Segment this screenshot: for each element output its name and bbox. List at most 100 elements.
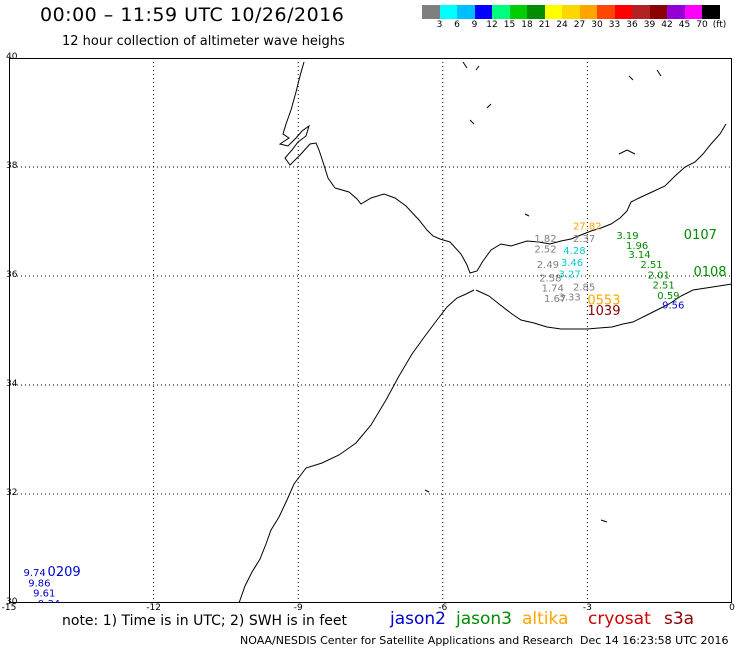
lat-tick-label: 34 xyxy=(6,379,18,389)
colorbar-swatch xyxy=(509,5,527,19)
swh-value: 3.19 xyxy=(616,231,638,242)
swh-value: 9.74 xyxy=(23,568,45,579)
swh-value: 1.74 xyxy=(542,283,564,294)
island-8 xyxy=(524,213,530,217)
colorbar-swatch xyxy=(667,5,685,19)
lat-tick-label: 36 xyxy=(6,270,18,280)
track-id-label: 1039 xyxy=(587,304,620,319)
colorbar-label: 70 xyxy=(696,20,708,30)
lon-tick-label: 0 xyxy=(729,603,735,613)
africa-north-coastline xyxy=(475,283,732,330)
colorbar-label: 27 xyxy=(573,20,586,30)
colorbar-labels: 3 6 9 12 15 18 21 24 27 30 33 36 39 42 45 70 (ft) xyxy=(422,20,740,32)
satellite-legend-jason2: jason2 xyxy=(390,609,446,629)
map-panel: 9.749.869.619.349.879.949.8402093.191.96… xyxy=(9,58,732,603)
swh-value: 3.33 xyxy=(558,293,580,304)
swh-value: 1.82 xyxy=(534,234,556,245)
colorbar-label: 3 xyxy=(436,20,443,30)
swh-value: 2.37 xyxy=(573,234,595,245)
colorbar-label: 6 xyxy=(454,20,460,30)
colorbar-label: 15 xyxy=(503,20,516,30)
colorbar xyxy=(422,5,720,19)
lat-tick-label: 30 xyxy=(6,597,18,607)
lon-tick-label: -3 xyxy=(582,603,592,613)
swh-value: 2.85 xyxy=(573,283,595,294)
lon-tick-label: -6 xyxy=(438,603,448,613)
colorbar-swatch xyxy=(492,5,510,19)
lat-tick-label: 38 xyxy=(6,161,18,171)
colorbar-swatch xyxy=(632,5,650,19)
track-id-label: 0108 xyxy=(693,265,726,280)
island-3 xyxy=(486,103,492,109)
swh-value: 2.58 xyxy=(539,273,561,284)
colorbar-swatch xyxy=(439,5,457,19)
swh-value: 9.56 xyxy=(662,301,684,312)
swh-value: 2.51 xyxy=(640,260,662,271)
colorbar-swatch xyxy=(579,5,597,19)
colorbar-label: 45 xyxy=(678,20,691,30)
timestamp: Dec 14 16:23:58 UTC 2016 xyxy=(580,634,729,647)
swh-value: 1.96 xyxy=(626,241,648,252)
portugal-coastline xyxy=(278,61,336,189)
island-9 xyxy=(600,519,608,523)
swh-value: 9.34 xyxy=(38,599,60,603)
africa-west-coastline xyxy=(238,289,475,603)
colorbar-swatch xyxy=(422,5,440,19)
lat-tick-label: 32 xyxy=(6,488,18,498)
colorbar-swatch xyxy=(457,5,475,19)
swh-value: 2.51 xyxy=(652,281,674,292)
swh-value: 3.14 xyxy=(628,250,650,261)
colorbar-label: 30 xyxy=(591,20,603,30)
colorbar-label: 24 xyxy=(556,20,568,30)
island-4 xyxy=(469,119,475,125)
swh-value: 9.61 xyxy=(33,588,55,599)
swh-value: 1.67 xyxy=(544,294,566,305)
colorbar-swatch xyxy=(544,5,562,19)
lon-tick-label: -12 xyxy=(146,603,161,613)
chart-title: 00:00 – 11:59 UTC 10/26/2016 xyxy=(40,4,345,26)
map-frame xyxy=(9,58,732,603)
island-7 xyxy=(618,149,636,155)
colorbar-label: 36 xyxy=(626,20,638,30)
track-id-label: 0107 xyxy=(684,228,717,243)
island-6 xyxy=(656,69,662,77)
colorbar-swatch xyxy=(562,5,580,19)
colorbar-label: 33 xyxy=(608,20,621,30)
swh-value: 4.28 xyxy=(563,246,585,257)
colorbar-swatch xyxy=(527,5,545,19)
colorbar-label: 42 xyxy=(661,20,673,30)
credit-text: NOAA/NESDIS Center for Satellite Applica… xyxy=(240,634,574,647)
coastline xyxy=(238,61,732,603)
swh-value: 27.82 xyxy=(573,222,602,233)
satellite-legend-s3a: s3a xyxy=(664,609,695,629)
lon-tick-label: -9 xyxy=(293,603,303,613)
swh-value: 2.52 xyxy=(534,245,556,256)
satellite-legend-altika: altika xyxy=(522,609,569,629)
colorbar-label: 9 xyxy=(471,20,478,30)
island-2 xyxy=(475,65,480,71)
swh-value: 2.01 xyxy=(648,271,670,282)
colorbar-swatch xyxy=(614,5,632,19)
swh-value: 0.59 xyxy=(657,291,679,302)
lon-tick-label: -15 xyxy=(1,603,17,613)
island-10 xyxy=(424,489,430,493)
colorbar-swatch xyxy=(597,5,615,19)
satellite-legend-cryosat: cryosat xyxy=(588,609,651,629)
swh-value: 2.49 xyxy=(537,260,559,271)
footnote: note: 1) Time is in UTC; 2) SWH is in fe… xyxy=(62,613,348,629)
colorbar-swatch xyxy=(684,5,702,19)
graticule xyxy=(9,58,732,603)
colorbar-label: 18 xyxy=(521,20,533,30)
colorbar-swatch xyxy=(702,5,720,19)
swh-value: 3.46 xyxy=(561,258,583,269)
swh-value: 3.27 xyxy=(558,270,580,281)
colorbar-swatch xyxy=(649,5,667,19)
chart-subtitle: 12 hour collection of altimeter wave hei… xyxy=(62,34,345,49)
colorbar-swatch xyxy=(474,5,492,19)
swh-value: 9.86 xyxy=(28,579,50,590)
colorbar-label: 39 xyxy=(643,20,656,30)
island-1 xyxy=(462,61,468,69)
satellite-legend-jason3: jason3 xyxy=(456,609,512,629)
lat-tick-label: 40 xyxy=(6,52,18,62)
track-id-label: 0209 xyxy=(48,565,81,580)
